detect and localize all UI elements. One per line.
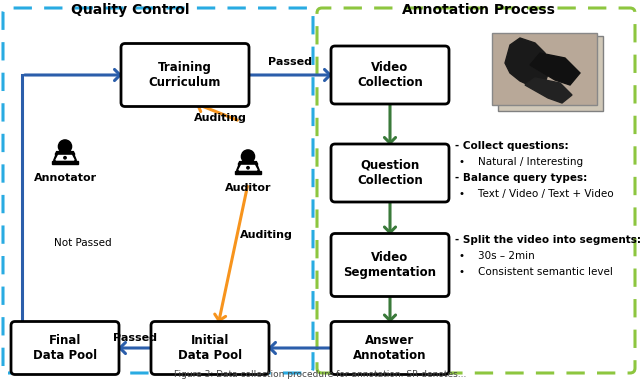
Text: Video
Segmentation: Video Segmentation (344, 251, 436, 279)
Text: Video
Collection: Video Collection (357, 61, 423, 89)
Text: - Balance query types:: - Balance query types: (455, 173, 588, 183)
Text: Quality Control: Quality Control (71, 3, 189, 17)
Polygon shape (505, 38, 550, 88)
Text: •    Text / Video / Text + Video: • Text / Video / Text + Video (459, 189, 614, 199)
Polygon shape (530, 53, 580, 85)
Text: •    Consistent semantic level: • Consistent semantic level (459, 267, 613, 277)
Polygon shape (52, 160, 77, 164)
Text: Auditor: Auditor (225, 183, 271, 193)
Polygon shape (237, 165, 259, 170)
Text: - Collect questions:: - Collect questions: (455, 141, 568, 151)
Circle shape (64, 157, 66, 159)
Text: Figure 3: Data collection procedure for annotation. SR denotes...: Figure 3: Data collection procedure for … (174, 370, 466, 379)
FancyBboxPatch shape (151, 321, 269, 375)
FancyBboxPatch shape (331, 234, 449, 296)
FancyBboxPatch shape (492, 33, 597, 105)
Polygon shape (525, 78, 572, 103)
Polygon shape (239, 165, 257, 170)
Text: Not Passed: Not Passed (54, 238, 112, 248)
Text: Passed: Passed (268, 57, 312, 67)
FancyBboxPatch shape (498, 36, 603, 111)
FancyBboxPatch shape (331, 321, 449, 375)
Text: Initial
Data Pool: Initial Data Pool (178, 334, 242, 362)
Polygon shape (56, 155, 74, 160)
Text: Answer
Annotation: Answer Annotation (353, 334, 427, 362)
FancyBboxPatch shape (331, 46, 449, 104)
Text: •    30s – 2min: • 30s – 2min (459, 251, 535, 261)
Text: Annotation Process: Annotation Process (401, 3, 554, 17)
Polygon shape (54, 155, 76, 160)
Polygon shape (236, 170, 260, 173)
Polygon shape (239, 162, 258, 170)
Text: Auditing: Auditing (239, 230, 292, 240)
FancyBboxPatch shape (331, 144, 449, 202)
Text: Training
Curriculum: Training Curriculum (149, 61, 221, 89)
Circle shape (58, 140, 72, 153)
Text: Annotator: Annotator (33, 173, 97, 183)
Text: Final
Data Pool: Final Data Pool (33, 334, 97, 362)
FancyBboxPatch shape (121, 44, 249, 106)
Text: Question
Collection: Question Collection (357, 159, 423, 187)
Text: Auditing: Auditing (193, 113, 246, 123)
Polygon shape (56, 152, 75, 160)
Text: Passed: Passed (113, 333, 157, 343)
Circle shape (241, 150, 255, 163)
Circle shape (247, 167, 249, 169)
Text: •    Natural / Interesting: • Natural / Interesting (459, 157, 583, 167)
FancyBboxPatch shape (11, 321, 119, 375)
Text: - Split the video into segments:: - Split the video into segments: (455, 235, 640, 245)
